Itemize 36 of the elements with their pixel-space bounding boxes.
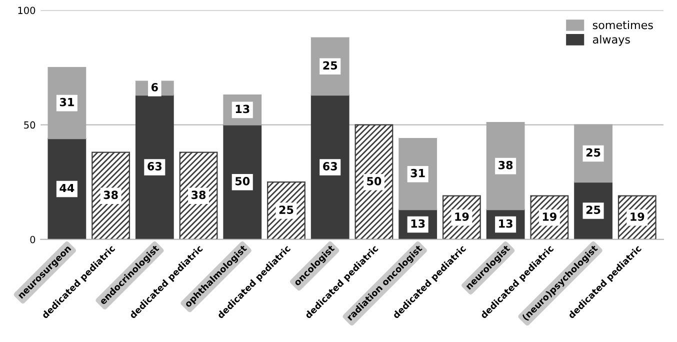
- data-label: 13: [499, 219, 512, 228]
- bar: [310, 94, 350, 240]
- data-label: 31: [410, 168, 425, 178]
- data-label: 50: [367, 176, 382, 186]
- data-label: 25: [279, 206, 294, 214]
- data-label: 38: [498, 160, 513, 170]
- data-label: 25: [586, 148, 600, 157]
- data-label: 38: [104, 190, 118, 200]
- data-label: 25: [586, 206, 600, 214]
- data-label: 13: [236, 104, 250, 114]
- data-label: 31: [60, 98, 74, 106]
- bar: [92, 152, 130, 240]
- data-label: 19: [542, 212, 556, 221]
- data-label: 63: [323, 162, 337, 170]
- data-label: 63: [148, 162, 162, 170]
- legend-label: sometimes: [592, 20, 653, 30]
- bar: [48, 66, 86, 140]
- bar: [354, 124, 394, 240]
- bar: [48, 138, 86, 240]
- bar: [179, 152, 218, 240]
- data-label: 25: [323, 61, 338, 70]
- legend-label: always: [592, 35, 630, 46]
- bar: [135, 94, 174, 240]
- data-label: 19: [455, 212, 469, 221]
- data-label: 6: [151, 82, 158, 92]
- data-label: 13: [411, 219, 425, 228]
- bar: [398, 138, 438, 210]
- bar: [486, 122, 525, 210]
- data-label: 19: [630, 212, 644, 221]
- data-label: 44: [60, 184, 74, 192]
- bar: [223, 124, 262, 240]
- data-label: 50: [236, 176, 250, 186]
- y-tick-label: 0: [30, 236, 36, 244]
- y-tick-label: 100: [18, 6, 36, 14]
- data-label: 38: [192, 190, 206, 200]
- y-tick-label: 50: [24, 121, 36, 129]
